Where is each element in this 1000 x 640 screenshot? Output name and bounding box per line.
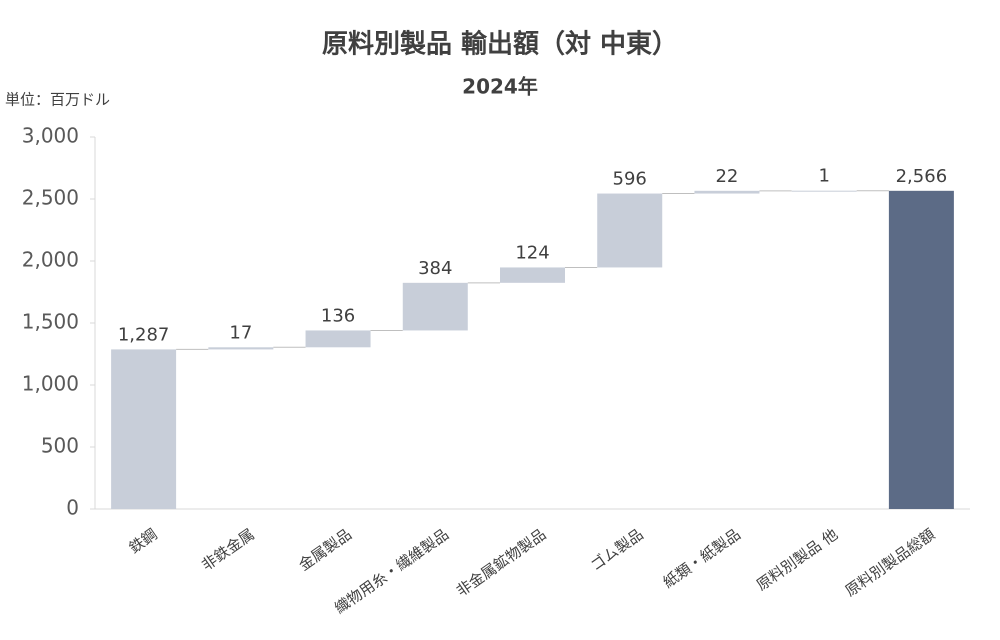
y-tick-label: 1,000 <box>22 372 79 396</box>
bar <box>500 267 565 283</box>
bar <box>208 347 274 350</box>
bar <box>111 349 177 509</box>
bar <box>305 330 371 348</box>
x-tick-label: 金属製品 <box>295 525 354 574</box>
bar <box>597 193 663 268</box>
value-label: 124 <box>515 242 549 263</box>
y-tick-label: 3,000 <box>22 124 79 148</box>
value-label: 22 <box>715 166 738 187</box>
y-tick-label: 2,000 <box>22 248 79 272</box>
bar <box>694 190 760 194</box>
value-label: 596 <box>613 169 647 190</box>
bar <box>888 190 954 510</box>
x-tick-label: 紙類・紙製品 <box>660 525 744 591</box>
unit-label: 単位：百万ドル <box>5 91 110 109</box>
value-label: 136 <box>321 305 355 326</box>
value-label: 1 <box>818 166 829 187</box>
y-tick-label: 500 <box>41 434 79 458</box>
value-label: 384 <box>418 258 452 279</box>
x-tick-label: 鉄鋼 <box>126 525 161 557</box>
value-label: 2,566 <box>896 166 948 187</box>
x-tick-label: ゴム製品 <box>587 525 646 574</box>
chart-title: 原料別製品 輸出額（対 中東） <box>322 29 678 60</box>
chart-subtitle: 2024年 <box>462 75 538 99</box>
x-tick-label: 原料別製品 他 <box>753 525 841 594</box>
y-tick-label: 0 <box>66 496 79 520</box>
bar <box>791 190 857 192</box>
bar <box>402 282 468 331</box>
x-tick-label: 非金属鉱物製品 <box>453 525 549 600</box>
x-tick-label: 非鉄金属 <box>198 525 257 574</box>
y-tick-label: 1,500 <box>22 310 79 334</box>
value-label: 17 <box>229 322 252 343</box>
x-tick-label: 原料別製品総額 <box>842 525 938 600</box>
value-label: 1,287 <box>118 324 170 345</box>
y-tick-label: 2,500 <box>22 186 79 210</box>
